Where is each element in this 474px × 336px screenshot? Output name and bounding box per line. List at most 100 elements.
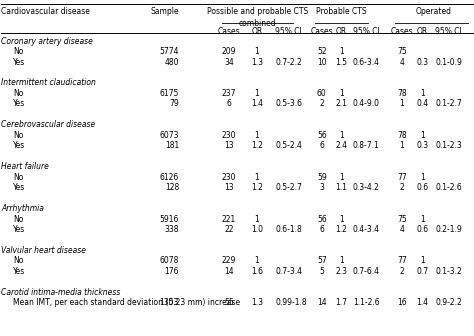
Text: 6175: 6175: [160, 89, 179, 98]
Text: 181: 181: [165, 141, 179, 150]
Text: Coronary artery disease: Coronary artery disease: [1, 37, 93, 46]
Text: 1: 1: [339, 173, 344, 182]
Text: 1: 1: [420, 215, 425, 223]
Text: 1.2: 1.2: [251, 183, 263, 192]
Text: 1: 1: [420, 256, 425, 265]
Text: 1.4: 1.4: [416, 298, 428, 307]
Text: 0.1-0.9: 0.1-0.9: [436, 57, 462, 67]
Text: Possible and probable CTS
combined: Possible and probable CTS combined: [207, 7, 308, 28]
Text: 95% CI: 95% CI: [353, 27, 380, 36]
Text: 0.7-2.2: 0.7-2.2: [275, 57, 302, 67]
Text: 229: 229: [222, 256, 236, 265]
Text: 57: 57: [317, 256, 327, 265]
Text: 230: 230: [222, 173, 236, 182]
Text: 1: 1: [339, 215, 344, 223]
Text: 6126: 6126: [160, 173, 179, 182]
Text: 2: 2: [319, 99, 324, 109]
Text: 1.1-2.6: 1.1-2.6: [353, 298, 380, 307]
Text: Probable CTS: Probable CTS: [316, 7, 367, 16]
Text: 2.4: 2.4: [335, 141, 347, 150]
Text: 1: 1: [339, 131, 344, 140]
Text: 5774: 5774: [160, 47, 179, 56]
Text: 2.1: 2.1: [335, 99, 347, 109]
Text: 1.6: 1.6: [251, 267, 263, 276]
Text: Yes: Yes: [13, 57, 26, 67]
Text: Yes: Yes: [13, 225, 26, 234]
Text: 1: 1: [255, 173, 259, 182]
Text: 2: 2: [400, 183, 404, 192]
Text: 13: 13: [224, 141, 234, 150]
Text: 79: 79: [169, 99, 179, 109]
Text: 22: 22: [224, 225, 234, 234]
Text: 0.4: 0.4: [416, 99, 428, 109]
Text: 176: 176: [164, 267, 179, 276]
Text: 2.3: 2.3: [335, 267, 347, 276]
Text: 0.6: 0.6: [416, 225, 428, 234]
Text: Intermittent claudication: Intermittent claudication: [1, 79, 96, 87]
Text: 221: 221: [222, 215, 236, 223]
Text: 1.0: 1.0: [251, 225, 263, 234]
Text: 6: 6: [319, 141, 324, 150]
Text: 10: 10: [317, 57, 327, 67]
Text: No: No: [13, 131, 24, 140]
Text: 0.1-2.6: 0.1-2.6: [436, 183, 462, 192]
Text: 0.9-2.2: 0.9-2.2: [436, 298, 462, 307]
Text: Cases: Cases: [391, 27, 413, 36]
Text: 1: 1: [420, 89, 425, 98]
Text: 4: 4: [400, 225, 404, 234]
Text: 0.5-3.6: 0.5-3.6: [275, 99, 302, 109]
Text: 1.2: 1.2: [251, 141, 263, 150]
Text: 1: 1: [255, 256, 259, 265]
Text: 0.2-1.9: 0.2-1.9: [436, 225, 462, 234]
Text: 16: 16: [397, 298, 407, 307]
Text: 0.1-3.2: 0.1-3.2: [436, 267, 462, 276]
Text: Cerebrovascular disease: Cerebrovascular disease: [1, 120, 96, 129]
Text: Mean IMT, per each standard deviation (0.23 mm) increase: Mean IMT, per each standard deviation (0…: [13, 298, 240, 307]
Text: 3: 3: [319, 183, 324, 192]
Text: 55: 55: [224, 298, 234, 307]
Text: 0.8-7.1: 0.8-7.1: [353, 141, 380, 150]
Text: 2: 2: [400, 267, 404, 276]
Text: 0.4-3.4: 0.4-3.4: [353, 225, 380, 234]
Text: No: No: [13, 256, 24, 265]
Text: 6078: 6078: [160, 256, 179, 265]
Text: 0.3: 0.3: [416, 57, 428, 67]
Text: Yes: Yes: [13, 183, 26, 192]
Text: 1: 1: [339, 47, 344, 56]
Text: 1: 1: [339, 89, 344, 98]
Text: Yes: Yes: [13, 99, 26, 109]
Text: Arrhythmia: Arrhythmia: [1, 204, 44, 213]
Text: 1.4: 1.4: [251, 99, 263, 109]
Text: 6: 6: [319, 225, 324, 234]
Text: 60: 60: [317, 89, 327, 98]
Text: 56: 56: [317, 215, 327, 223]
Text: 0.6-3.4: 0.6-3.4: [353, 57, 380, 67]
Text: 1.7: 1.7: [335, 298, 347, 307]
Text: 1: 1: [255, 215, 259, 223]
Text: 1.5: 1.5: [335, 57, 347, 67]
Text: 5: 5: [319, 267, 324, 276]
Text: 14: 14: [317, 298, 327, 307]
Text: OR: OR: [251, 27, 263, 36]
Text: 77: 77: [397, 173, 407, 182]
Text: Operated: Operated: [416, 7, 452, 16]
Text: 0.5-2.7: 0.5-2.7: [275, 183, 302, 192]
Text: 0.1-2.7: 0.1-2.7: [436, 99, 462, 109]
Text: 78: 78: [397, 131, 407, 140]
Text: OR: OR: [336, 27, 347, 36]
Text: 0.5-2.4: 0.5-2.4: [275, 141, 302, 150]
Text: No: No: [13, 173, 24, 182]
Text: 1: 1: [400, 141, 404, 150]
Text: 95% CI: 95% CI: [436, 27, 462, 36]
Text: 128: 128: [165, 183, 179, 192]
Text: 1: 1: [255, 47, 259, 56]
Text: 75: 75: [397, 215, 407, 223]
Text: Yes: Yes: [13, 267, 26, 276]
Text: 0.6-1.8: 0.6-1.8: [275, 225, 302, 234]
Text: No: No: [13, 47, 24, 56]
Text: Sample: Sample: [150, 7, 179, 16]
Text: 230: 230: [222, 131, 236, 140]
Text: 77: 77: [397, 256, 407, 265]
Text: 338: 338: [164, 225, 179, 234]
Text: Cases: Cases: [310, 27, 333, 36]
